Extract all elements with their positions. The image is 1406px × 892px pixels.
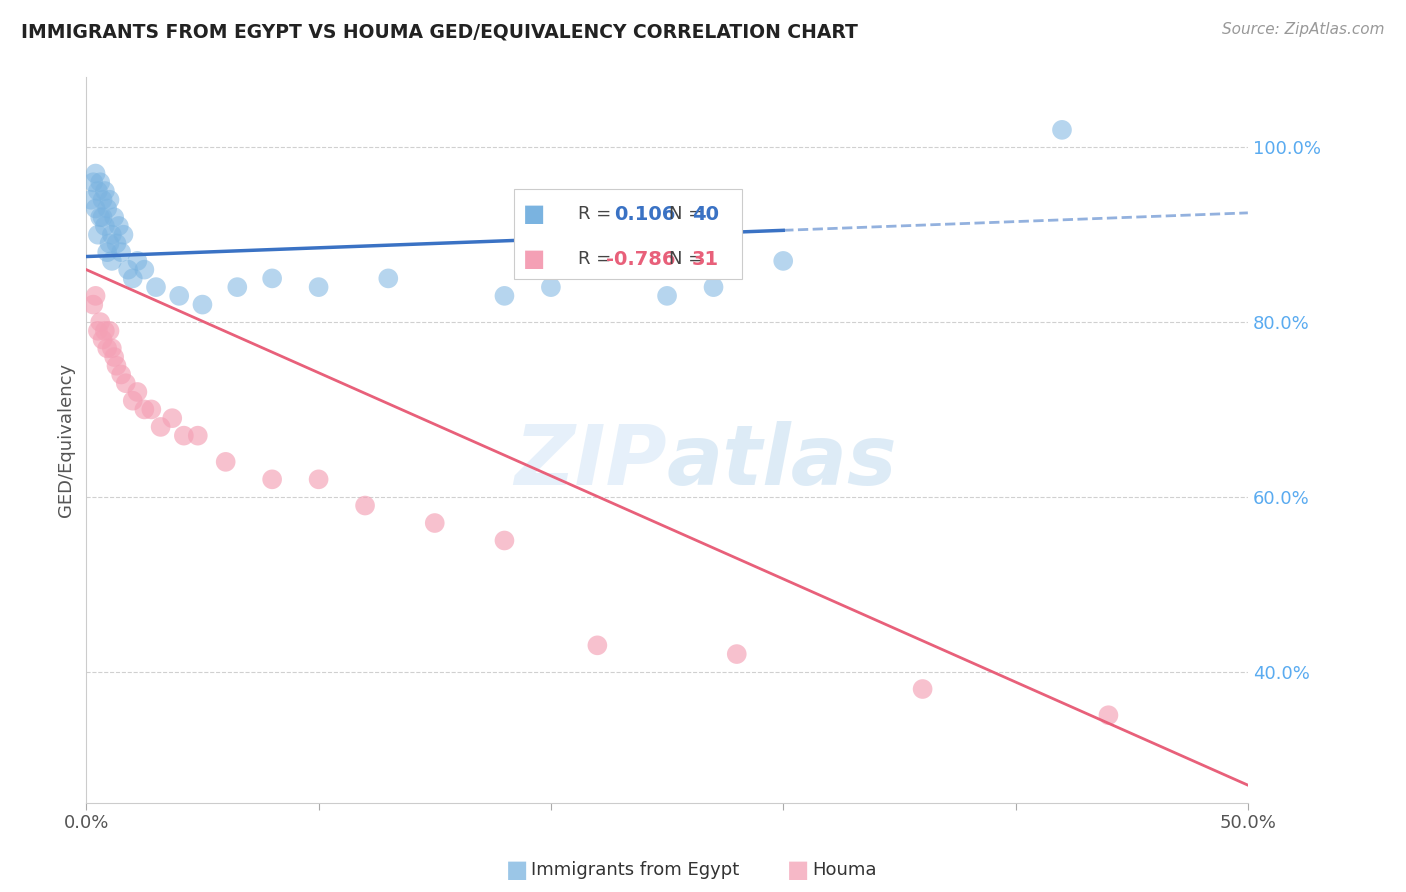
Text: atlas: atlas xyxy=(666,421,897,502)
Text: N =: N = xyxy=(669,205,709,224)
Point xyxy=(127,254,149,268)
Point xyxy=(108,219,131,233)
Point xyxy=(127,384,149,399)
Point xyxy=(494,533,516,548)
Point xyxy=(117,262,139,277)
Point xyxy=(121,271,143,285)
Point xyxy=(98,236,121,251)
Text: IMMIGRANTS FROM EGYPT VS HOUMA GED/EQUIVALENCY CORRELATION CHART: IMMIGRANTS FROM EGYPT VS HOUMA GED/EQUIV… xyxy=(21,22,858,41)
Point xyxy=(725,647,748,661)
Point xyxy=(187,428,209,442)
Text: Immigrants from Egypt: Immigrants from Egypt xyxy=(531,861,740,879)
Text: 0.106: 0.106 xyxy=(614,205,676,224)
Point xyxy=(167,289,190,303)
Point xyxy=(162,411,184,425)
Point xyxy=(87,184,110,198)
Point xyxy=(89,315,111,329)
Point xyxy=(94,184,117,198)
Point xyxy=(84,289,107,303)
Point xyxy=(215,455,238,469)
Point xyxy=(89,175,111,189)
Text: ■: ■ xyxy=(506,858,529,881)
Point xyxy=(911,681,934,696)
Text: N =: N = xyxy=(669,250,709,268)
Point xyxy=(80,193,103,207)
Point xyxy=(87,227,110,242)
Point xyxy=(103,350,125,364)
Point xyxy=(494,289,516,303)
Point xyxy=(141,402,163,417)
Point xyxy=(191,297,214,311)
Point xyxy=(149,420,172,434)
Point xyxy=(308,472,330,486)
Point xyxy=(1050,123,1073,137)
Point xyxy=(101,227,124,242)
Text: ■: ■ xyxy=(523,247,546,271)
Text: ■: ■ xyxy=(787,858,810,881)
Point xyxy=(110,245,132,260)
Text: R =: R = xyxy=(578,250,617,268)
Text: R =: R = xyxy=(578,205,617,224)
Text: ■: ■ xyxy=(523,202,546,227)
Y-axis label: GED/Equivalency: GED/Equivalency xyxy=(58,363,75,517)
Point xyxy=(262,271,284,285)
Point xyxy=(96,245,118,260)
Point xyxy=(96,341,118,355)
Text: Houma: Houma xyxy=(813,861,877,879)
Point xyxy=(82,297,104,311)
Point xyxy=(98,193,121,207)
Point xyxy=(1097,708,1119,723)
Point xyxy=(84,167,107,181)
Point xyxy=(94,324,117,338)
Point xyxy=(134,262,156,277)
Point xyxy=(308,280,330,294)
Point xyxy=(173,428,195,442)
Point xyxy=(112,227,135,242)
Point xyxy=(114,376,136,391)
Point xyxy=(89,211,111,225)
Text: 40: 40 xyxy=(692,205,718,224)
Point xyxy=(105,236,128,251)
Point xyxy=(121,393,143,408)
Text: 31: 31 xyxy=(692,250,718,268)
Text: Source: ZipAtlas.com: Source: ZipAtlas.com xyxy=(1222,22,1385,37)
Text: -0.786: -0.786 xyxy=(606,250,675,268)
Point xyxy=(82,175,104,189)
Point xyxy=(702,280,724,294)
Point xyxy=(540,280,562,294)
Point xyxy=(226,280,249,294)
Point xyxy=(98,324,121,338)
Point xyxy=(110,368,132,382)
Point xyxy=(586,638,609,652)
Point xyxy=(91,211,114,225)
Point xyxy=(87,324,110,338)
Point xyxy=(101,254,124,268)
Point xyxy=(103,211,125,225)
Point xyxy=(134,402,156,417)
Text: ZIP: ZIP xyxy=(515,421,666,502)
Point xyxy=(91,333,114,347)
Point xyxy=(101,341,124,355)
Point xyxy=(91,193,114,207)
Point xyxy=(145,280,167,294)
Point xyxy=(377,271,399,285)
Point xyxy=(772,254,794,268)
Point xyxy=(354,499,377,513)
Point xyxy=(84,202,107,216)
Point xyxy=(262,472,284,486)
Point xyxy=(94,219,117,233)
Point xyxy=(96,202,118,216)
Point xyxy=(655,289,678,303)
Point xyxy=(423,516,446,530)
Point xyxy=(105,359,128,373)
